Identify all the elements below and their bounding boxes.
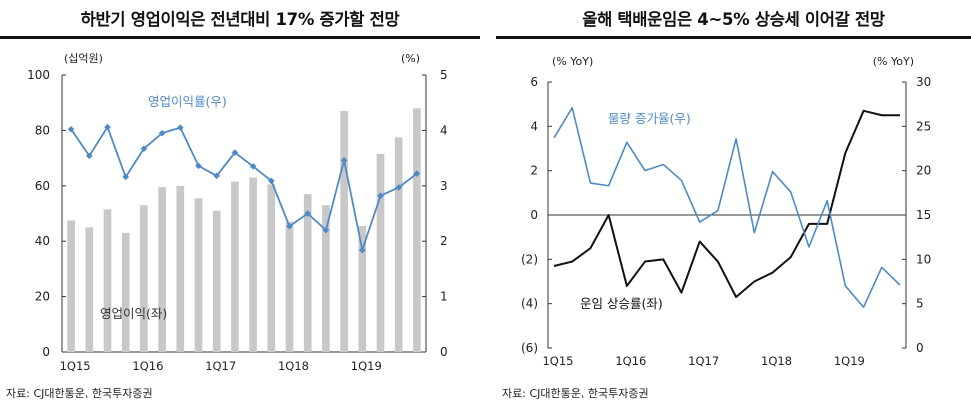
right-axis-unit: (%) [401,52,420,65]
left-y-tick-label: (4) [521,297,538,311]
x-tick-label: 1Q15 [542,354,573,368]
left-y-tick-label: 80 [35,123,50,137]
margin-point [195,162,202,170]
left-chart-title: 하반기 영업이익은 전년대비 17% 증가할 전망 [80,10,400,29]
x-tick-label: 1Q17 [688,354,719,368]
bar [340,111,348,352]
bar [67,220,75,352]
margin-point [359,246,366,254]
right-y-tick-label: 30 [916,75,931,89]
bar [103,209,112,352]
margin-point [104,123,111,131]
left-y-tick-label: 100 [27,68,50,82]
left-y-tick-label: 20 [35,290,50,304]
bar [194,198,203,352]
left-chart-panel: 하반기 영업이익은 전년대비 17% 증가할 전망 0 20 40 60 80 100 0 1… [0,0,480,407]
margin-point [268,177,275,185]
right-y-tick-label: 0 [440,345,448,359]
margin-point [158,129,166,137]
bar [158,187,166,352]
left-title-rule [0,36,480,39]
margin-point [140,145,148,152]
right-y-tick-label: 20 [916,164,931,178]
freight-rate-line [553,109,900,299]
left-axis-unit: (십억원) [64,52,103,65]
left-y-tick-label: 6 [530,75,538,89]
bar [212,210,221,352]
x-tick-label: 1Q17 [205,359,236,373]
margin-point [304,210,311,217]
left-y-tick-label: (2) [521,252,538,266]
bar [121,232,130,352]
left-y-tick-label: 2 [530,164,538,178]
x-tick-label: 1Q16 [132,359,163,373]
left-y-tick-label: (6) [521,341,538,355]
bar [176,185,185,352]
x-tick-label: 1Q19 [351,359,382,373]
margin-point [249,163,257,170]
bar [394,137,403,352]
margin-point [122,173,129,181]
margin-point [322,226,330,234]
right-y-tick-label: 3 [440,179,448,193]
right-chart-panel: 올해 택배운임은 4~5% 상승세 이어갈 전망 (6) (4) (2) 0 2 4 6 0 5… [496,0,971,407]
volume-growth-line [553,106,901,309]
margin-point [413,170,421,177]
bar [267,184,276,352]
left-y-tick-label: 60 [35,179,50,193]
right-y-tick-label: 2 [440,234,448,248]
left-chart-source: 자료: CJ대한통운, 한국투자증권 [6,387,153,400]
margin-point [286,222,293,230]
x-tick-label: 1Q15 [60,359,91,373]
volume-annotation: 물량 증가율(우) [608,111,691,126]
right-chart-source: 자료: CJ대한통운, 한국투자증권 [502,387,649,400]
margin-line [70,125,418,254]
bar [358,225,367,352]
bar [231,181,239,352]
left-chart-svg: 0 20 40 60 80 100 0 1 2 3 4 5 (십억원) (%) 1Q15 1Q16 1Q17 1Q… [27,52,448,373]
bar [85,227,94,352]
margin-point [231,149,239,156]
bar-annotation: 영업이익(좌) [100,306,167,321]
left-y-tick-label: 40 [35,234,50,248]
right-y-tick-label: 5 [440,68,448,82]
left-axis-unit: (% YoY) [552,55,593,68]
margin-point [395,184,402,191]
margin-point [340,157,348,164]
bar [376,153,385,352]
right-y-tick-label: 1 [440,290,448,304]
left-y-tick-label: 0 [530,208,538,222]
right-chart-title: 올해 택배운임은 4~5% 상승세 이어갈 전망 [582,10,885,29]
margin-point [86,152,93,160]
rate-annotation: 운임 상승률(좌) [580,296,663,311]
margin-point [213,172,220,180]
margin-point [67,125,75,133]
x-tick-label: 1Q18 [761,354,792,368]
x-tick-label: 1Q18 [278,359,309,373]
right-y-tick-label: 10 [916,252,931,266]
margin-point [177,124,184,131]
left-y-tick-label: 0 [42,345,50,359]
right-title-rule [496,36,971,39]
right-axis-unit: (% YoY) [873,55,914,68]
right-y-tick-label: 0 [916,341,924,355]
right-y-tick-label: 25 [916,119,931,133]
right-y-tick-label: 15 [916,208,931,222]
x-tick-label: 1Q16 [615,354,646,368]
left-y-tick-label: 4 [530,119,538,133]
bar [322,205,330,352]
bar [303,194,312,352]
bar [413,108,421,353]
line-annotation: 영업이익률(우) [148,94,227,109]
bar [285,221,294,352]
right-y-tick-label: 4 [440,123,448,137]
bar [140,205,148,352]
bar [249,177,257,352]
x-tick-label: 1Q19 [834,354,865,368]
margin-point [377,192,384,200]
right-y-tick-label: 5 [916,297,924,311]
